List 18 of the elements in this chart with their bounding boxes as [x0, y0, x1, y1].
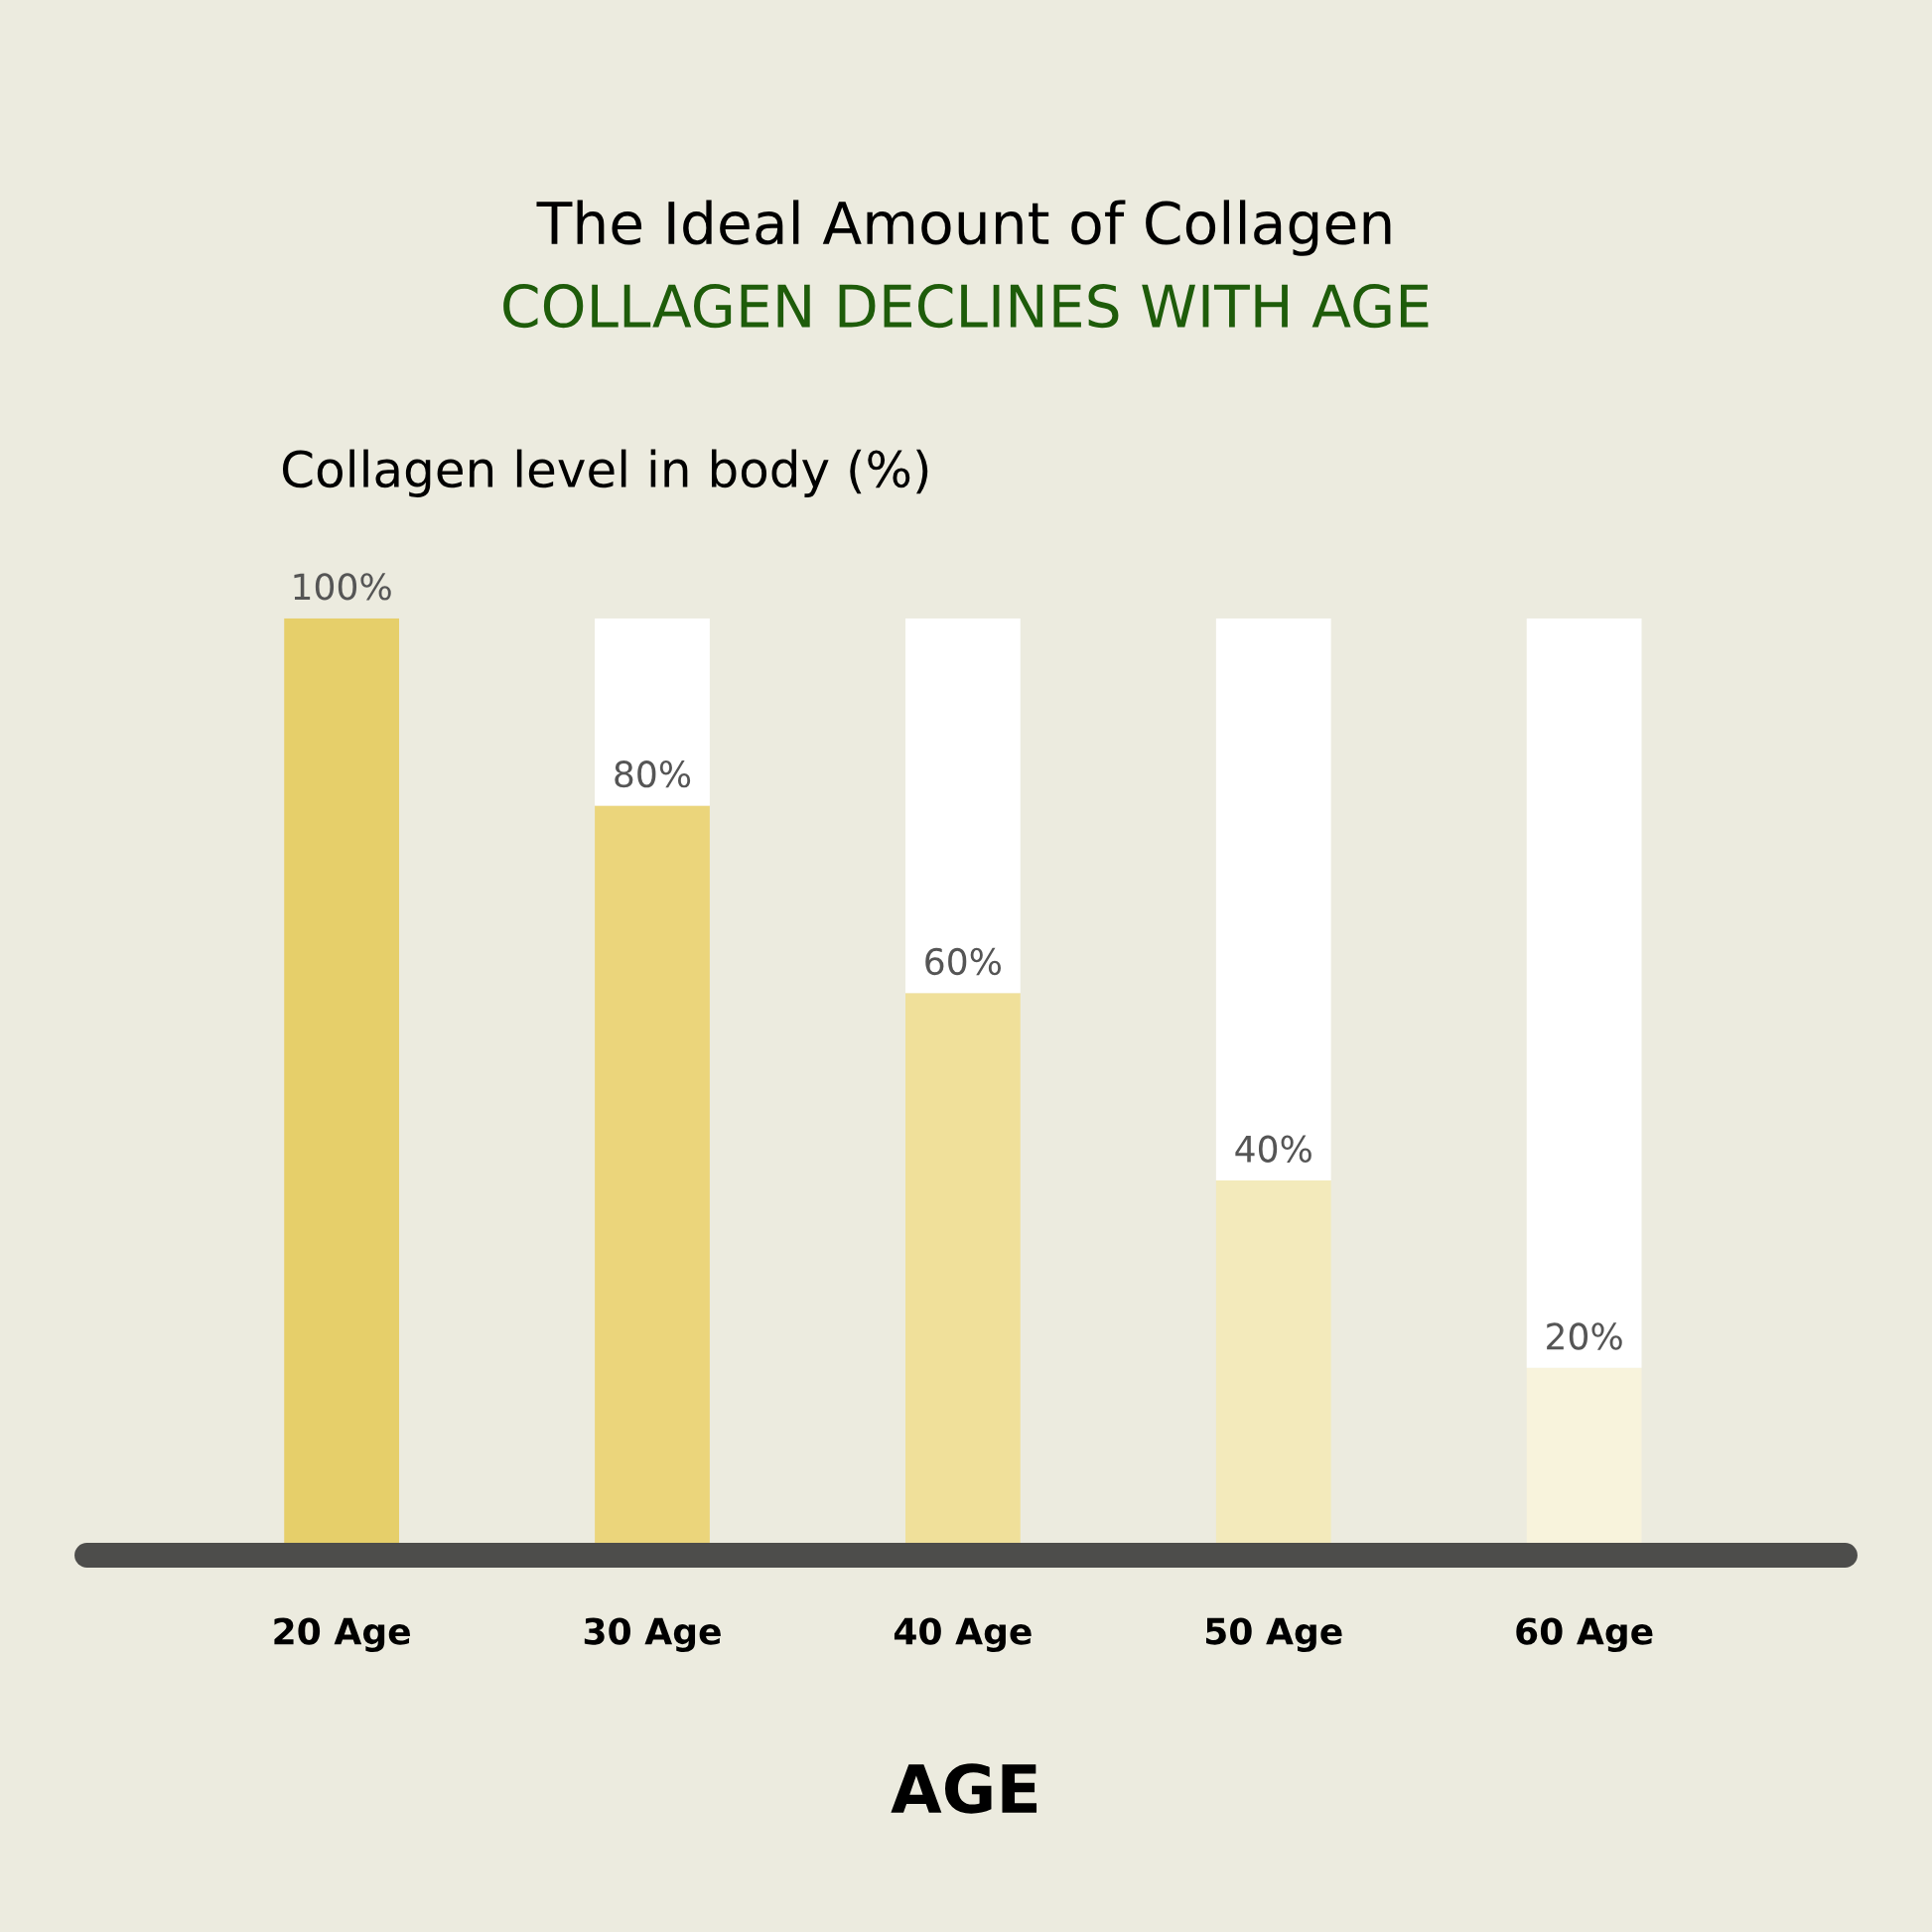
y-axis-title: Collagen level in body (%)	[282, 449, 928, 497]
chart-title: The Ideal Amount of Collagen	[536, 200, 1391, 256]
data-label: 40%	[1235, 1135, 1311, 1163]
bar	[904, 618, 1021, 994]
x-tick-label: 20 Age	[274, 1617, 410, 1652]
x-tick-label: 50 Age	[1205, 1617, 1342, 1652]
x-tick-label: 30 Age	[584, 1617, 721, 1652]
data-label: 20%	[1547, 1322, 1622, 1350]
x-tick-label: 60 Age	[1516, 1617, 1653, 1652]
x-axis-title: AGE	[891, 1763, 1037, 1814]
bar	[1526, 618, 1642, 1368]
data-label: 80%	[615, 760, 691, 788]
bar	[1215, 618, 1331, 1181]
data-label: 60%	[925, 947, 1002, 976]
chart-subtitle: COLLAGEN DECLINES WITH AGE	[503, 284, 1429, 329]
x-tick-label: 40 Age	[894, 1617, 1032, 1652]
bar	[595, 618, 710, 806]
data-label: 100%	[294, 573, 391, 601]
